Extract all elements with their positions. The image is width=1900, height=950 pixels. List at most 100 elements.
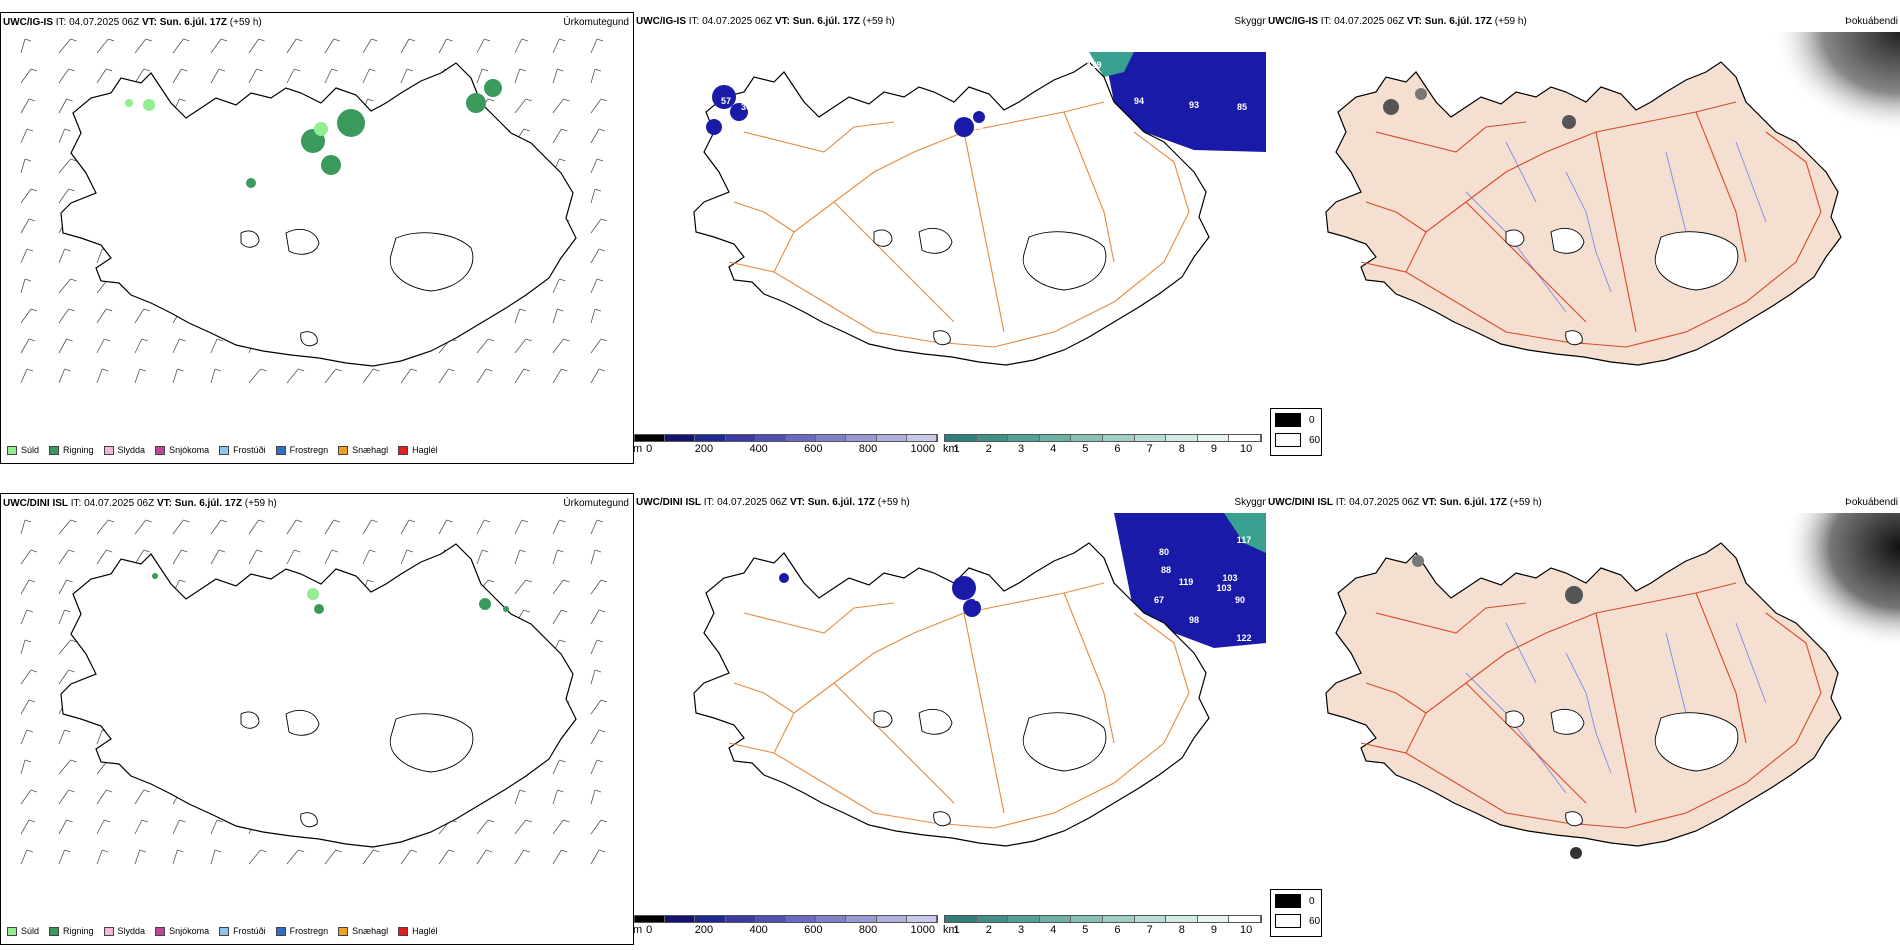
legend-label: Snæhagl bbox=[352, 926, 389, 936]
road-line bbox=[1360, 612, 1822, 829]
legend-swatch bbox=[275, 445, 286, 455]
visibility-numbers: 129 94 93 85 57 36 30 60 bbox=[721, 60, 1247, 136]
wind-barb bbox=[362, 38, 378, 54]
wind-barb bbox=[58, 38, 77, 54]
height-colorbar: m 0 200 400 600 800 1000 bbox=[634, 915, 938, 941]
roads bbox=[1360, 101, 1822, 348]
glaciers bbox=[873, 228, 1107, 346]
legend-item: Frostúði bbox=[219, 926, 266, 936]
iceland-coastline bbox=[60, 62, 577, 367]
colorbar-tick: 200 bbox=[694, 924, 714, 936]
wind-barb bbox=[476, 68, 489, 84]
wind-barb bbox=[514, 849, 530, 865]
colorbar-tick: 4 bbox=[1050, 924, 1057, 936]
fog-legend-value: 0 bbox=[1309, 414, 1315, 426]
wind-barb bbox=[514, 789, 526, 805]
glacier-outline bbox=[1654, 231, 1739, 291]
panel-title: Úrkomutegund bbox=[563, 498, 629, 509]
wind-barb bbox=[476, 549, 489, 565]
wind-barb bbox=[96, 38, 115, 54]
wind-barb bbox=[134, 519, 152, 535]
wind-barb bbox=[134, 849, 146, 865]
wind-barb bbox=[476, 338, 495, 354]
wind-barb bbox=[324, 68, 338, 84]
glacier-outline bbox=[1654, 712, 1739, 772]
wind-barb bbox=[286, 368, 305, 384]
wind-barb bbox=[96, 519, 115, 535]
wind-barb bbox=[552, 549, 564, 565]
wind-barb bbox=[96, 338, 111, 354]
legend-item: Frostregn bbox=[275, 926, 329, 936]
colorbar-segment bbox=[1134, 435, 1167, 441]
wind-barb bbox=[134, 819, 148, 835]
wind-barb bbox=[20, 278, 32, 294]
legend-label: Frostúði bbox=[233, 445, 266, 455]
wind-barb bbox=[20, 308, 38, 324]
road-line bbox=[1405, 582, 1737, 754]
wind-barb bbox=[590, 819, 608, 835]
legend-label: Haglél bbox=[412, 926, 438, 936]
legend-label: Frostúði bbox=[233, 926, 266, 936]
road-line bbox=[773, 582, 1105, 754]
wind-barb bbox=[514, 368, 530, 384]
wind-barb bbox=[20, 759, 32, 775]
road-line bbox=[743, 121, 895, 153]
legend-label: Frostregn bbox=[289, 926, 329, 936]
colorbar-segment bbox=[816, 435, 847, 441]
wind-barb bbox=[58, 158, 77, 174]
visibility-colorbar: km 1 2 3 4 5 6 7 8 9 10 bbox=[943, 434, 1262, 460]
colorbar-segment bbox=[755, 916, 787, 922]
glacier-outline bbox=[240, 230, 260, 248]
colorbar-tick: 800 bbox=[858, 924, 878, 936]
fog-legend-value: 60 bbox=[1309, 915, 1321, 927]
visibility-value: 122 bbox=[1236, 633, 1251, 643]
glacier-outline bbox=[285, 710, 320, 736]
wind-barb bbox=[248, 549, 263, 565]
wind-barb bbox=[324, 519, 340, 535]
wind-barb bbox=[590, 849, 606, 865]
wind-barb bbox=[20, 188, 38, 204]
colorbar-segment bbox=[1008, 916, 1040, 922]
precip-map bbox=[20, 519, 608, 865]
road-line bbox=[1695, 592, 1747, 744]
panel-header: UWC/IG-IS IT: 04.07.2025 06Z VT: Sun. 6.… bbox=[1268, 16, 1527, 27]
wind-barb bbox=[20, 38, 32, 54]
panel-header: UWC/IG-IS IT: 04.07.2025 06Z VT: Sun. 6.… bbox=[3, 17, 262, 28]
highland-fog-patches bbox=[779, 573, 981, 617]
wind-barb bbox=[134, 308, 150, 324]
glacier-outline bbox=[300, 812, 318, 828]
glacier-outline bbox=[389, 713, 474, 773]
wind-barb bbox=[590, 549, 602, 565]
colorbar-tick: 400 bbox=[749, 443, 768, 455]
wind-barb bbox=[590, 128, 606, 144]
road-line bbox=[1595, 131, 1637, 333]
sea-teal-band bbox=[1089, 52, 1134, 77]
colorbar-segment bbox=[1102, 916, 1135, 922]
colorbar-segment bbox=[1039, 916, 1072, 922]
glaciers bbox=[1505, 709, 1739, 827]
colorbar-segment bbox=[665, 916, 696, 922]
legend-label: Snjókoma bbox=[169, 926, 210, 936]
glaciers bbox=[240, 710, 474, 828]
wind-barb bbox=[172, 338, 186, 354]
colorbar-segment bbox=[786, 435, 817, 441]
road-line bbox=[1695, 111, 1747, 263]
wind-barb bbox=[324, 849, 342, 865]
wind-barb bbox=[590, 218, 608, 234]
wind-barb bbox=[552, 519, 566, 535]
legend-label: Súld bbox=[21, 445, 40, 455]
colorbar-segment bbox=[846, 916, 877, 922]
river-line bbox=[1465, 672, 1567, 794]
wind-barb bbox=[58, 849, 71, 865]
colorbar-tick: 1 bbox=[953, 443, 960, 455]
visibility-panel-1: UWC/IG-IS IT: 04.07.2025 06Z VT: Sun. 6.… bbox=[634, 12, 1266, 464]
wind-barb bbox=[20, 669, 38, 685]
legend-swatch bbox=[103, 926, 114, 936]
wind-barb bbox=[514, 308, 526, 324]
colorbar-tick: 600 bbox=[804, 443, 823, 455]
wind-barb bbox=[590, 98, 608, 114]
colorbar-segment bbox=[695, 435, 726, 441]
wind-barb bbox=[20, 128, 34, 144]
wind-barb bbox=[210, 368, 222, 384]
legend-item: Slydda bbox=[103, 445, 145, 455]
